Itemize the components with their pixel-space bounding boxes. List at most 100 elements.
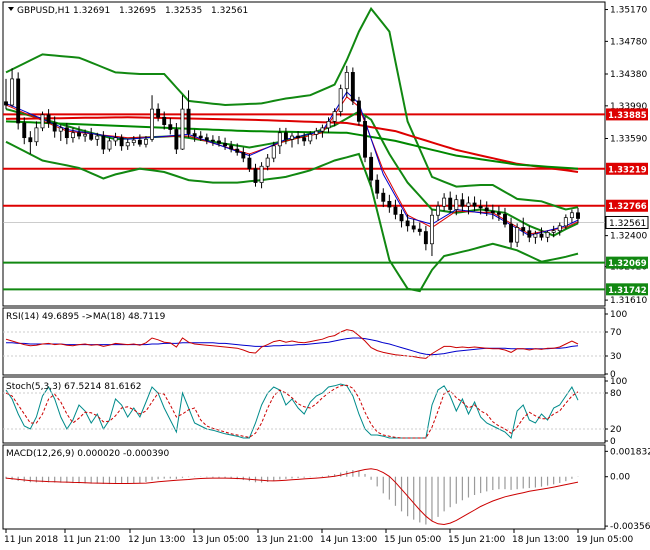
price-tick-label: 1.34780 — [610, 37, 647, 47]
candle-body — [509, 223, 514, 243]
candle-body — [308, 134, 313, 142]
candle — [296, 131, 301, 145]
bollinger-lower-line — [5, 140, 579, 293]
candle — [174, 122, 179, 154]
price-panel-header: GBPUSD,H1 1.32691 1.32695 1.32535 1.3256… — [8, 6, 248, 16]
candle-body — [430, 214, 434, 245]
candle — [4, 78, 8, 110]
candle — [168, 118, 173, 135]
candle-body — [314, 130, 319, 135]
candle-body — [521, 227, 526, 232]
time-tick-label: 11 Jun 21:00 — [63, 535, 120, 545]
candle-body — [89, 134, 94, 140]
current-price-box — [605, 215, 649, 229]
candle — [442, 193, 447, 212]
candle-body — [454, 199, 459, 210]
candle-body — [533, 233, 538, 238]
candle-body — [253, 168, 258, 183]
candle — [64, 122, 69, 145]
current-price-label: 1.32561 — [609, 219, 646, 229]
candle-body — [95, 135, 100, 140]
candle-body — [283, 132, 288, 140]
candle-body — [436, 205, 440, 216]
price-panel-frame — [2, 1, 606, 307]
ohlc-low: 1.32535 — [165, 6, 202, 16]
candle-body — [503, 214, 507, 225]
candle — [162, 111, 167, 130]
stoch-d-line — [5, 384, 579, 439]
candle — [326, 117, 331, 133]
candle-body — [356, 100, 361, 122]
candle — [521, 217, 526, 236]
candle — [436, 201, 440, 221]
candle — [478, 199, 483, 215]
level-tag-label: 1.33219 — [608, 165, 647, 175]
candle — [423, 225, 428, 251]
candle — [496, 206, 501, 221]
candle — [217, 136, 221, 147]
macd-tick-label: 0.00 — [610, 473, 630, 483]
candle-body — [113, 137, 118, 142]
candle — [83, 129, 88, 142]
candle — [283, 127, 288, 145]
stoch-axis: 100 80 20 0 — [605, 377, 627, 447]
candle-body — [405, 220, 410, 227]
candle — [144, 136, 148, 148]
candle-body — [28, 137, 33, 143]
candle — [241, 147, 246, 163]
candle — [381, 188, 386, 208]
ohlc-high: 1.32695 — [119, 6, 156, 16]
candle — [16, 72, 21, 130]
candle — [119, 134, 124, 151]
candle — [77, 126, 81, 140]
candle — [52, 116, 57, 138]
candle-body — [557, 225, 562, 232]
macd-tick-label: 0.001832 — [610, 447, 650, 457]
candle — [204, 133, 209, 145]
candle-body — [490, 210, 495, 214]
time-tick-label: 15 Jun 21:00 — [448, 535, 505, 545]
candle — [387, 194, 392, 213]
candle — [460, 193, 465, 212]
candle — [332, 108, 337, 127]
time-tick-label: 19 Jun 05:00 — [576, 535, 633, 545]
level-tag: 1.31742 — [606, 283, 648, 296]
candle-body — [417, 228, 422, 232]
candle-body — [174, 129, 179, 150]
candle — [393, 199, 398, 220]
candle-body — [277, 132, 282, 147]
stoch-lines — [3, 383, 605, 439]
ohlc-open: 1.32691 — [73, 6, 110, 16]
rsi-lines — [3, 329, 605, 359]
candle — [229, 140, 234, 153]
candle-body — [70, 132, 75, 139]
candle-body — [265, 157, 270, 167]
candle — [113, 132, 118, 146]
rsi-panel-frame — [2, 307, 606, 376]
candle-body — [369, 156, 374, 181]
candle-body — [350, 72, 355, 102]
candle — [363, 116, 367, 163]
candle — [411, 219, 416, 233]
candle — [150, 95, 154, 142]
candle — [448, 191, 453, 213]
rsi-panel: 100 70 30 0 RSI(14) 49.6895 ->MA(18) 48.711… — [2, 307, 627, 380]
candle-body — [10, 78, 15, 106]
candle — [539, 227, 544, 241]
candle-body — [326, 121, 331, 129]
candle — [22, 117, 27, 145]
price-tick-label: 1.31610 — [610, 296, 647, 306]
candle-body — [363, 121, 367, 158]
candle — [576, 207, 580, 224]
candle-body — [52, 122, 57, 132]
candle-body — [423, 231, 428, 245]
candle — [89, 127, 94, 141]
candle-body — [162, 116, 167, 125]
stoch-panel: 100 80 20 0 Stoch(5,3,3) 67.5214 81.6162 — [2, 376, 627, 447]
stoch-k-line — [5, 383, 579, 439]
candle-body — [46, 114, 51, 124]
candle — [156, 103, 161, 122]
candle — [302, 132, 307, 146]
candle-body — [338, 88, 343, 112]
